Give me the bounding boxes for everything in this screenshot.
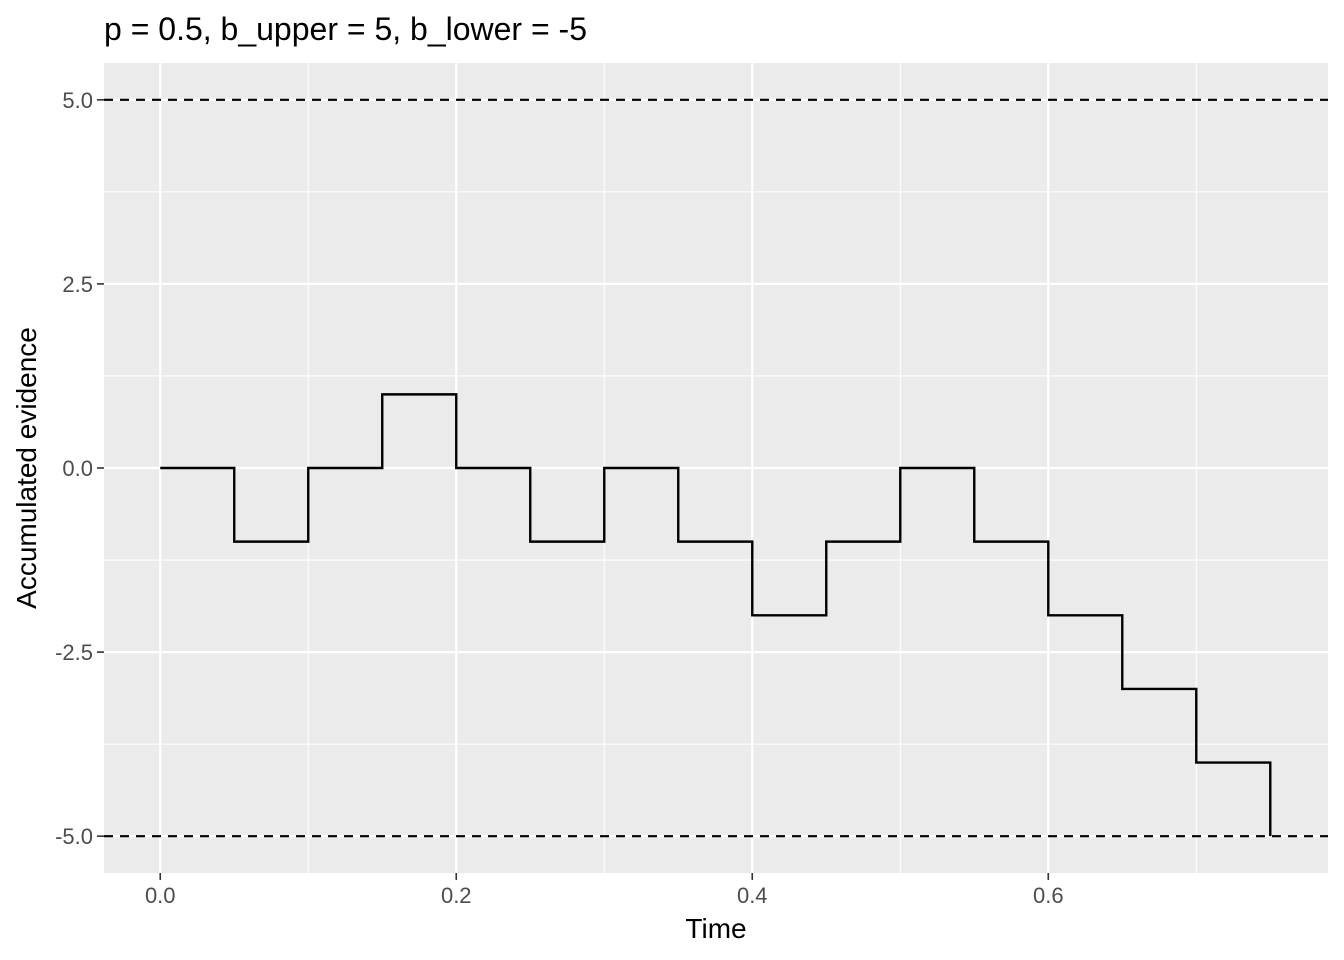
y-axis-title: Accumulated evidence <box>11 327 42 609</box>
y-tick-label: -2.5 <box>55 640 93 665</box>
y-tick-label: 2.5 <box>62 272 93 297</box>
y-tick-label: 5.0 <box>62 88 93 113</box>
y-tick-label: 0.0 <box>62 456 93 481</box>
x-axis: 0.0 0.2 0.4 0.6 <box>145 873 1064 908</box>
x-tick-label: 0.2 <box>441 883 472 908</box>
series-layer <box>160 393 1272 837</box>
y-axis: -5.0 -2.5 0.0 2.5 5.0 <box>55 88 104 849</box>
x-tick-label: 0.4 <box>737 883 768 908</box>
x-tick-label: 0.6 <box>1033 883 1064 908</box>
y-tick-label: -5.0 <box>55 824 93 849</box>
chart-title: p = 0.5, b_upper = 5, b_lower = -5 <box>104 11 587 47</box>
threshold-lines <box>104 98 1328 838</box>
series-step-line <box>160 393 1272 837</box>
x-tick-label: 0.0 <box>145 883 176 908</box>
x-axis-title: Time <box>685 913 746 944</box>
